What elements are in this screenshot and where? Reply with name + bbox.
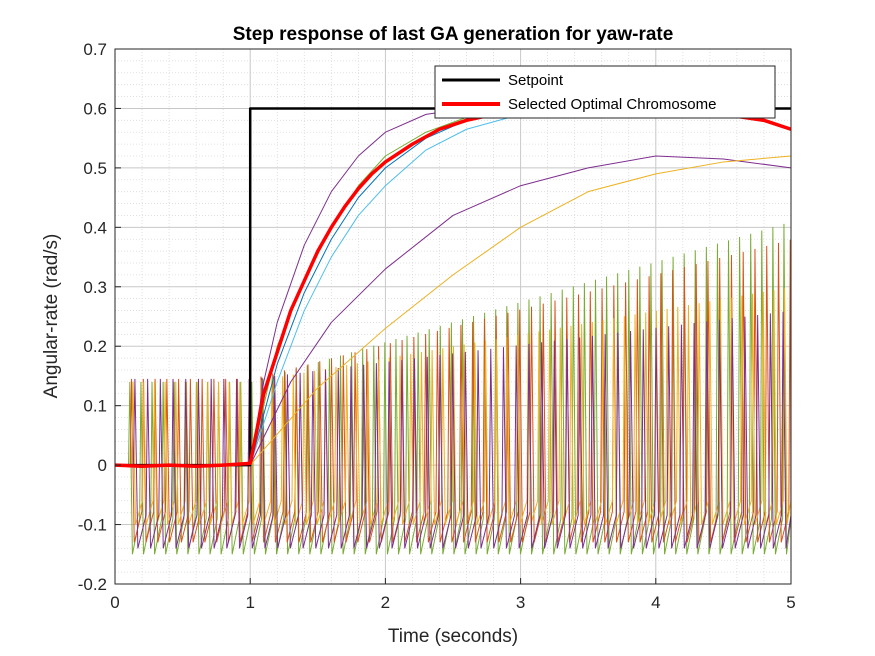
y-axis-label: Angular-rate (rad/s) [41,234,62,399]
oscillating-series-line [115,311,792,549]
x-tick-label: 1 [245,593,254,612]
y-tick-label: -0.2 [78,575,107,594]
y-tick-label: -0.1 [78,516,107,535]
y-tick-label: 0.4 [83,218,107,237]
y-tick-label: 0.2 [83,337,107,356]
x-tick-label: 0 [110,593,119,612]
legend-box [434,65,776,119]
x-tick-label: 4 [651,593,660,612]
y-tick-label: 0.7 [83,40,107,59]
axes-box [114,48,792,585]
y-tick-label: 0.6 [83,99,107,118]
legend: Setpoint Selected Optimal Chromosome [434,65,776,119]
x-axis-label: Time (seconds) [388,626,518,647]
chromosome-response-line [249,155,792,466]
y-tick-label: 0 [98,456,107,475]
legend-label-optimal: Selected Optimal Chromosome [508,96,716,113]
oscillating-series-layer [115,223,792,555]
y-ticks: -0.2 -0.1 0 0.1 0.2 0.3 0.4 0.5 0.6 0.7 [78,40,121,594]
chromosome-response-line [249,107,589,466]
y-tick-label: 0.5 [83,159,107,178]
x-tick-label: 2 [381,593,390,612]
legend-label-setpoint: Setpoint [508,72,564,89]
y-tick-label: 0.3 [83,278,107,297]
x-ticks: 0 1 2 3 4 5 [110,578,796,612]
chromosome-response-line [249,155,792,466]
x-tick-label: 5 [786,593,795,612]
x-tick-label: 3 [516,593,525,612]
oscillating-series-line [115,223,792,555]
y-tick-label: 0.1 [83,397,107,416]
chart-title: Step response of last GA generation for … [233,24,674,45]
